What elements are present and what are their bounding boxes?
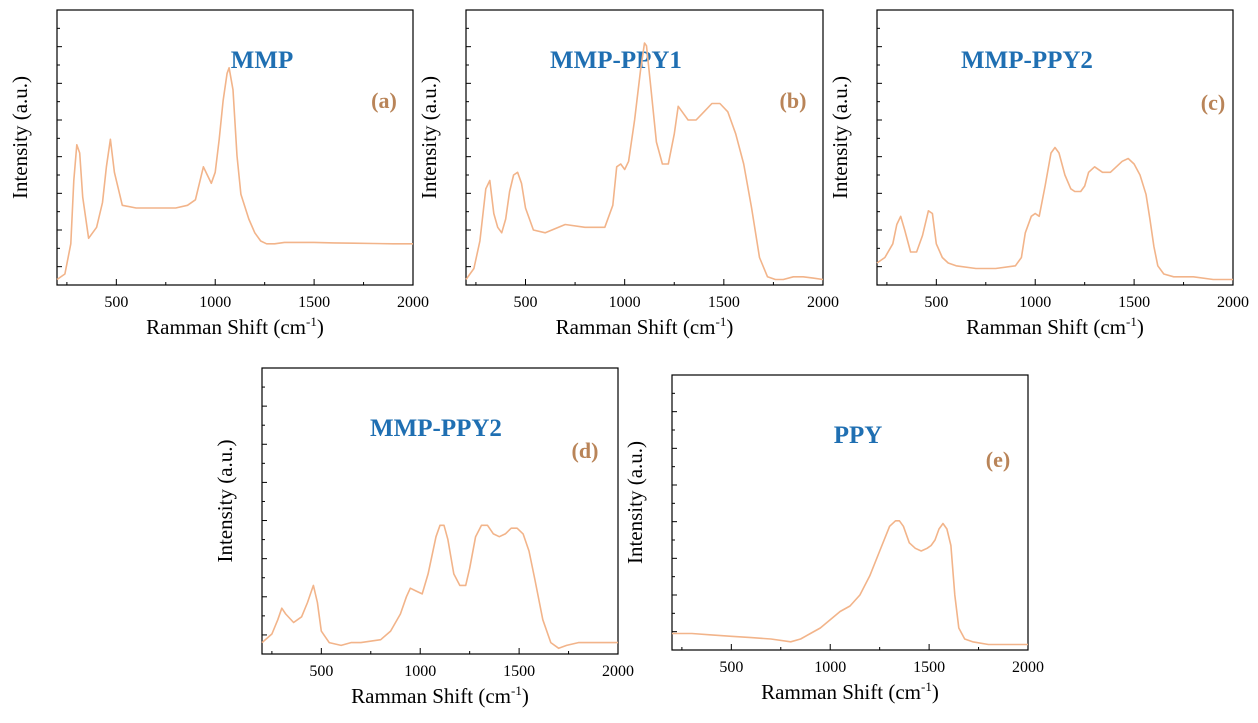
x-tick-label: 1000 <box>199 294 231 311</box>
panel-title: MMP-PPY2 <box>961 47 1093 74</box>
plot-frame <box>465 9 824 286</box>
x-tick-label: 1500 <box>503 663 535 680</box>
y-axis-label: Intensity (a.u.) <box>417 76 441 199</box>
plot-frame <box>261 367 619 655</box>
x-tick-label: 2000 <box>1217 294 1249 311</box>
x-tick-label: 500 <box>309 663 333 680</box>
raman-spectrum-line <box>261 524 618 650</box>
y-axis-label: Intensity (a.u.) <box>8 76 32 199</box>
plot-frame <box>876 9 1234 286</box>
x-tick-label: 1000 <box>1019 294 1051 311</box>
x-tick-label: 1500 <box>298 294 330 311</box>
panel-title: MMP <box>231 47 293 74</box>
x-tick-label: 1000 <box>814 659 846 676</box>
raman-spectrum-line <box>465 42 824 281</box>
panel-c: 500 1000 1500 2000 Ramman Shift (cm-1) Intens… <box>828 9 1249 339</box>
plot-frame <box>56 9 414 286</box>
x-tick-label: 1500 <box>913 659 945 676</box>
x-tick-label: 2000 <box>602 663 634 680</box>
panel-d: 500 1000 1500 2000 Ramman Shift (cm-1) Intens… <box>213 367 634 708</box>
x-tick-label: 2000 <box>807 294 839 311</box>
panel-e: 500 1000 1500 2000 Ramman Shift (cm-1) Intens… <box>623 374 1044 704</box>
panel-label: (d) <box>572 438 599 463</box>
panel-label: (c) <box>1201 90 1225 115</box>
x-tick-label: 2000 <box>397 294 429 311</box>
x-tick-label: 500 <box>719 659 743 676</box>
x-tick-label: 1000 <box>404 663 436 680</box>
x-axis-label: Ramman Shift (cm-1) <box>146 314 324 339</box>
panel-b: 500 1000 1500 2000 Ramman Shift (cm-1) Intens… <box>417 9 839 339</box>
panel-a: 500 1000 1500 2000 Ramman Shift (cm-1) Intens… <box>8 9 429 339</box>
panel-label: (a) <box>371 88 397 113</box>
x-tick-label: 500 <box>924 294 948 311</box>
panel-title: MMP-PPY1 <box>550 47 682 74</box>
x-axis-label: Ramman Shift (cm-1) <box>761 679 939 704</box>
raman-spectrum-line <box>56 67 413 281</box>
panel-title: PPY <box>834 422 883 449</box>
x-tick-label: 1500 <box>1118 294 1150 311</box>
raman-spectrum-line <box>672 520 1028 646</box>
panel-label: (b) <box>780 88 807 113</box>
x-tick-label: 1500 <box>708 294 740 311</box>
y-axis-label: Intensity (a.u.) <box>623 441 647 564</box>
y-axis-label: Intensity (a.u.) <box>213 439 237 562</box>
x-axis-label: Ramman Shift (cm-1) <box>351 683 529 708</box>
plot-frame <box>671 374 1029 651</box>
y-axis-label: Intensity (a.u.) <box>828 76 852 199</box>
raman-spectrum-line <box>876 146 1233 281</box>
x-axis-label: Ramman Shift (cm-1) <box>556 314 734 339</box>
x-tick-label: 2000 <box>1012 659 1044 676</box>
x-axis-label: Ramman Shift (cm-1) <box>966 314 1144 339</box>
x-tick-label: 500 <box>514 294 538 311</box>
panel-label: (e) <box>986 447 1010 472</box>
x-tick-label: 1000 <box>609 294 641 311</box>
x-tick-label: 500 <box>104 294 128 311</box>
panel-title: MMP-PPY2 <box>370 415 502 442</box>
